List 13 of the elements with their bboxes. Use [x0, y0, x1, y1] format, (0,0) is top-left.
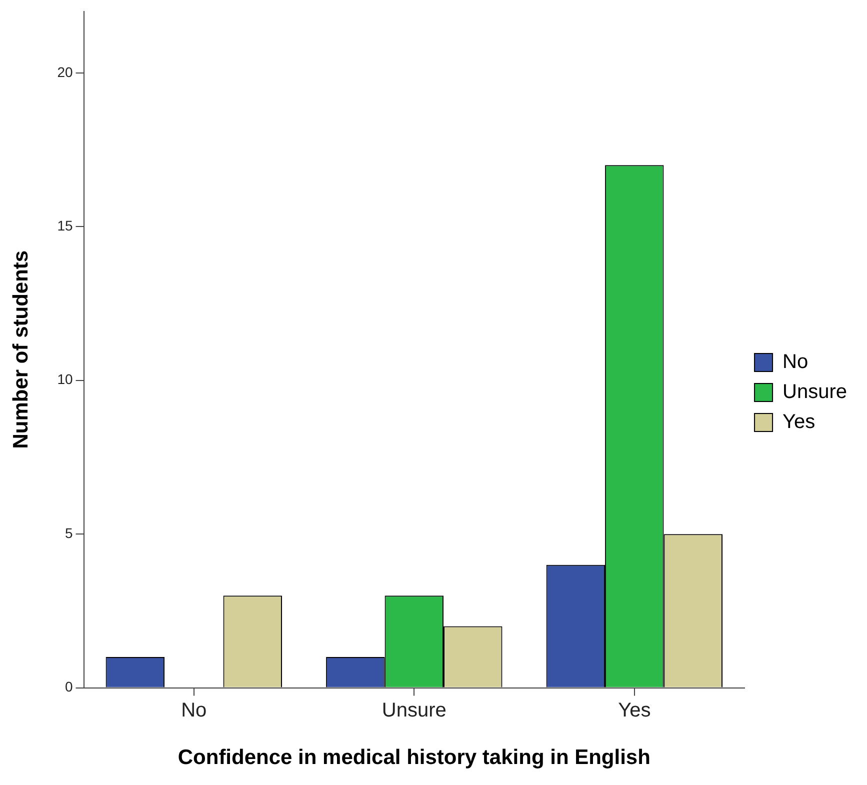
- y-tick-label: 0: [64, 678, 73, 695]
- x-axis-title: Confidence in medical history taking in English: [178, 746, 650, 770]
- y-tick-label: 5: [64, 524, 73, 541]
- x-tick-label: Unsure: [382, 699, 446, 722]
- legend-label: No: [782, 351, 808, 374]
- legend-label: Yes: [782, 411, 816, 434]
- y-tick-label: 20: [57, 64, 73, 80]
- y-axis-title: Number of students: [9, 250, 32, 449]
- legend-label: Unsure: [782, 381, 848, 404]
- y-tick-label: 10: [57, 371, 73, 388]
- x-tick-label: No: [181, 699, 207, 722]
- y-tick-label: 15: [57, 217, 73, 234]
- x-tick-label: Yes: [618, 699, 651, 722]
